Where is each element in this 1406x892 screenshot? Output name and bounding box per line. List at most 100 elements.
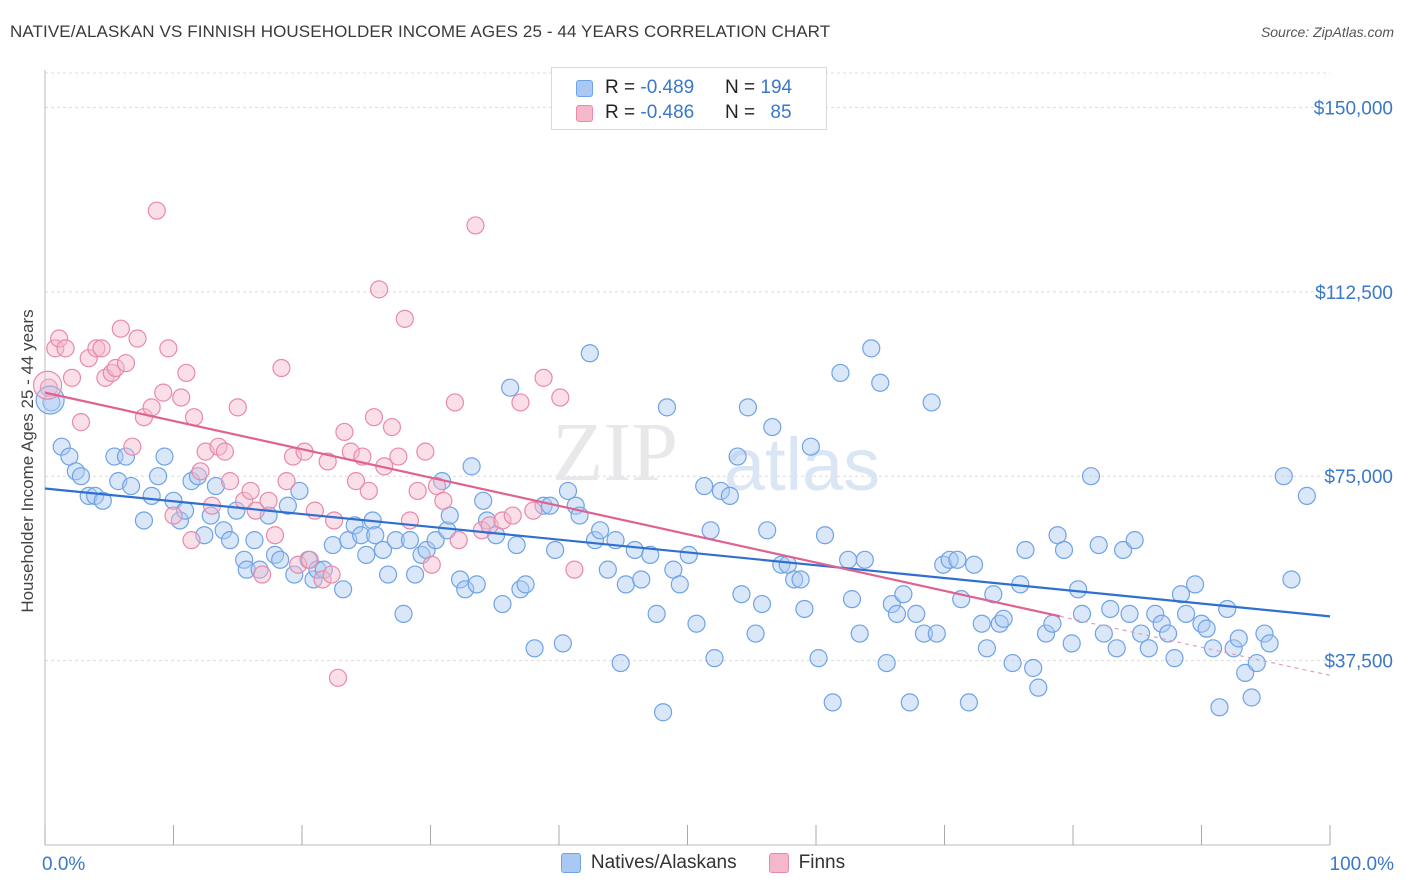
y-tick-label: $112,500 [1315, 283, 1393, 304]
finn-point [272, 358, 291, 378]
native-point [250, 560, 269, 579]
source-credit: Source: ZipAtlas.com [1260, 24, 1394, 40]
finn-point [56, 339, 75, 358]
native-point [546, 540, 565, 560]
native-point [1003, 653, 1022, 673]
native-point [598, 560, 617, 579]
native-point [285, 565, 304, 584]
native-point [278, 496, 297, 515]
native-point [507, 535, 526, 555]
trend-lines [44, 391, 1331, 676]
native-point [907, 604, 926, 623]
native-point [1054, 540, 1074, 560]
series-legend: Natives/Alaskans Finns [0, 852, 1406, 874]
native-point [839, 550, 858, 569]
native-point [611, 653, 630, 673]
native-point [831, 363, 850, 383]
native-point [591, 521, 610, 540]
finn-point [346, 472, 366, 491]
native-point [373, 540, 393, 560]
native-point [641, 545, 660, 564]
native-point [994, 609, 1013, 628]
native-point [738, 398, 757, 417]
native-point [450, 570, 470, 589]
n-label: N = [725, 102, 761, 123]
finn-point [265, 526, 285, 545]
native-point [871, 373, 890, 392]
native-point [516, 575, 535, 594]
finn-point [300, 550, 319, 569]
chart-title: NATIVE/ALASKAN VS FINNISH HOUSEHOLDER IN… [10, 22, 831, 41]
native-point [746, 624, 765, 643]
native-point [245, 531, 264, 550]
n-value-natives: 194 [760, 77, 793, 98]
native-point [670, 575, 689, 594]
native-point [887, 604, 907, 623]
native-point [1139, 639, 1158, 658]
native-point [927, 624, 946, 643]
native-point [271, 550, 290, 569]
native-point [1197, 619, 1216, 638]
finn-point [382, 417, 402, 437]
finn-point [142, 398, 161, 417]
native-point [220, 531, 240, 550]
native-point [121, 476, 141, 496]
native-point [720, 486, 740, 505]
finn-point [159, 339, 178, 358]
native-point [1152, 614, 1171, 633]
native-point [679, 545, 698, 564]
native-point [1224, 639, 1243, 658]
native-point [1146, 604, 1165, 623]
native-point [378, 565, 398, 584]
finn-point [215, 442, 234, 461]
n-value-finns: 85 [770, 102, 792, 123]
native-point [1029, 678, 1048, 697]
watermark: ZIP atlas [552, 406, 880, 506]
legend-item-finns: Finns [768, 852, 845, 874]
finn-point [50, 329, 69, 348]
native-point [493, 594, 512, 614]
native-point [1229, 629, 1248, 648]
native-point [467, 575, 486, 594]
finn-point [32, 370, 63, 400]
native-point [728, 447, 747, 466]
native-point [894, 585, 913, 604]
finn-point [128, 329, 147, 348]
native-point [357, 545, 376, 564]
native-point [1176, 604, 1196, 623]
native-point [352, 526, 371, 545]
native-point [501, 378, 520, 397]
legend-row-natives: R = -0.489 N = 194 [576, 76, 792, 100]
finn-point [116, 354, 136, 373]
finn-point [220, 472, 240, 491]
native-point [1210, 698, 1229, 717]
finn-point [228, 398, 247, 417]
grid-lines [45, 72, 1330, 662]
native-point [1114, 540, 1133, 560]
native-point [922, 393, 941, 412]
native-point [214, 521, 233, 540]
finn-point [395, 309, 414, 328]
legend-row-finns: R = -0.486 N = 85 [576, 101, 792, 125]
finn-point [172, 388, 191, 407]
finn-point [359, 481, 378, 501]
finn-point [313, 570, 332, 589]
native-point [155, 447, 174, 466]
finn-point [71, 413, 91, 432]
y-tick-label: $37,500 [1324, 652, 1393, 673]
native-point [959, 693, 979, 712]
native-point [265, 545, 285, 564]
finn-point [328, 668, 348, 687]
native-point [1158, 624, 1178, 643]
y-tick-label: $150,000 [1314, 98, 1393, 119]
r-label: R = [605, 77, 641, 98]
native-point [977, 639, 997, 658]
native-point [511, 580, 530, 599]
native-point [1192, 614, 1211, 633]
native-point [553, 634, 572, 653]
native-point [791, 570, 810, 589]
native-point [823, 693, 842, 712]
native-point [940, 550, 959, 569]
native-point [809, 649, 828, 668]
